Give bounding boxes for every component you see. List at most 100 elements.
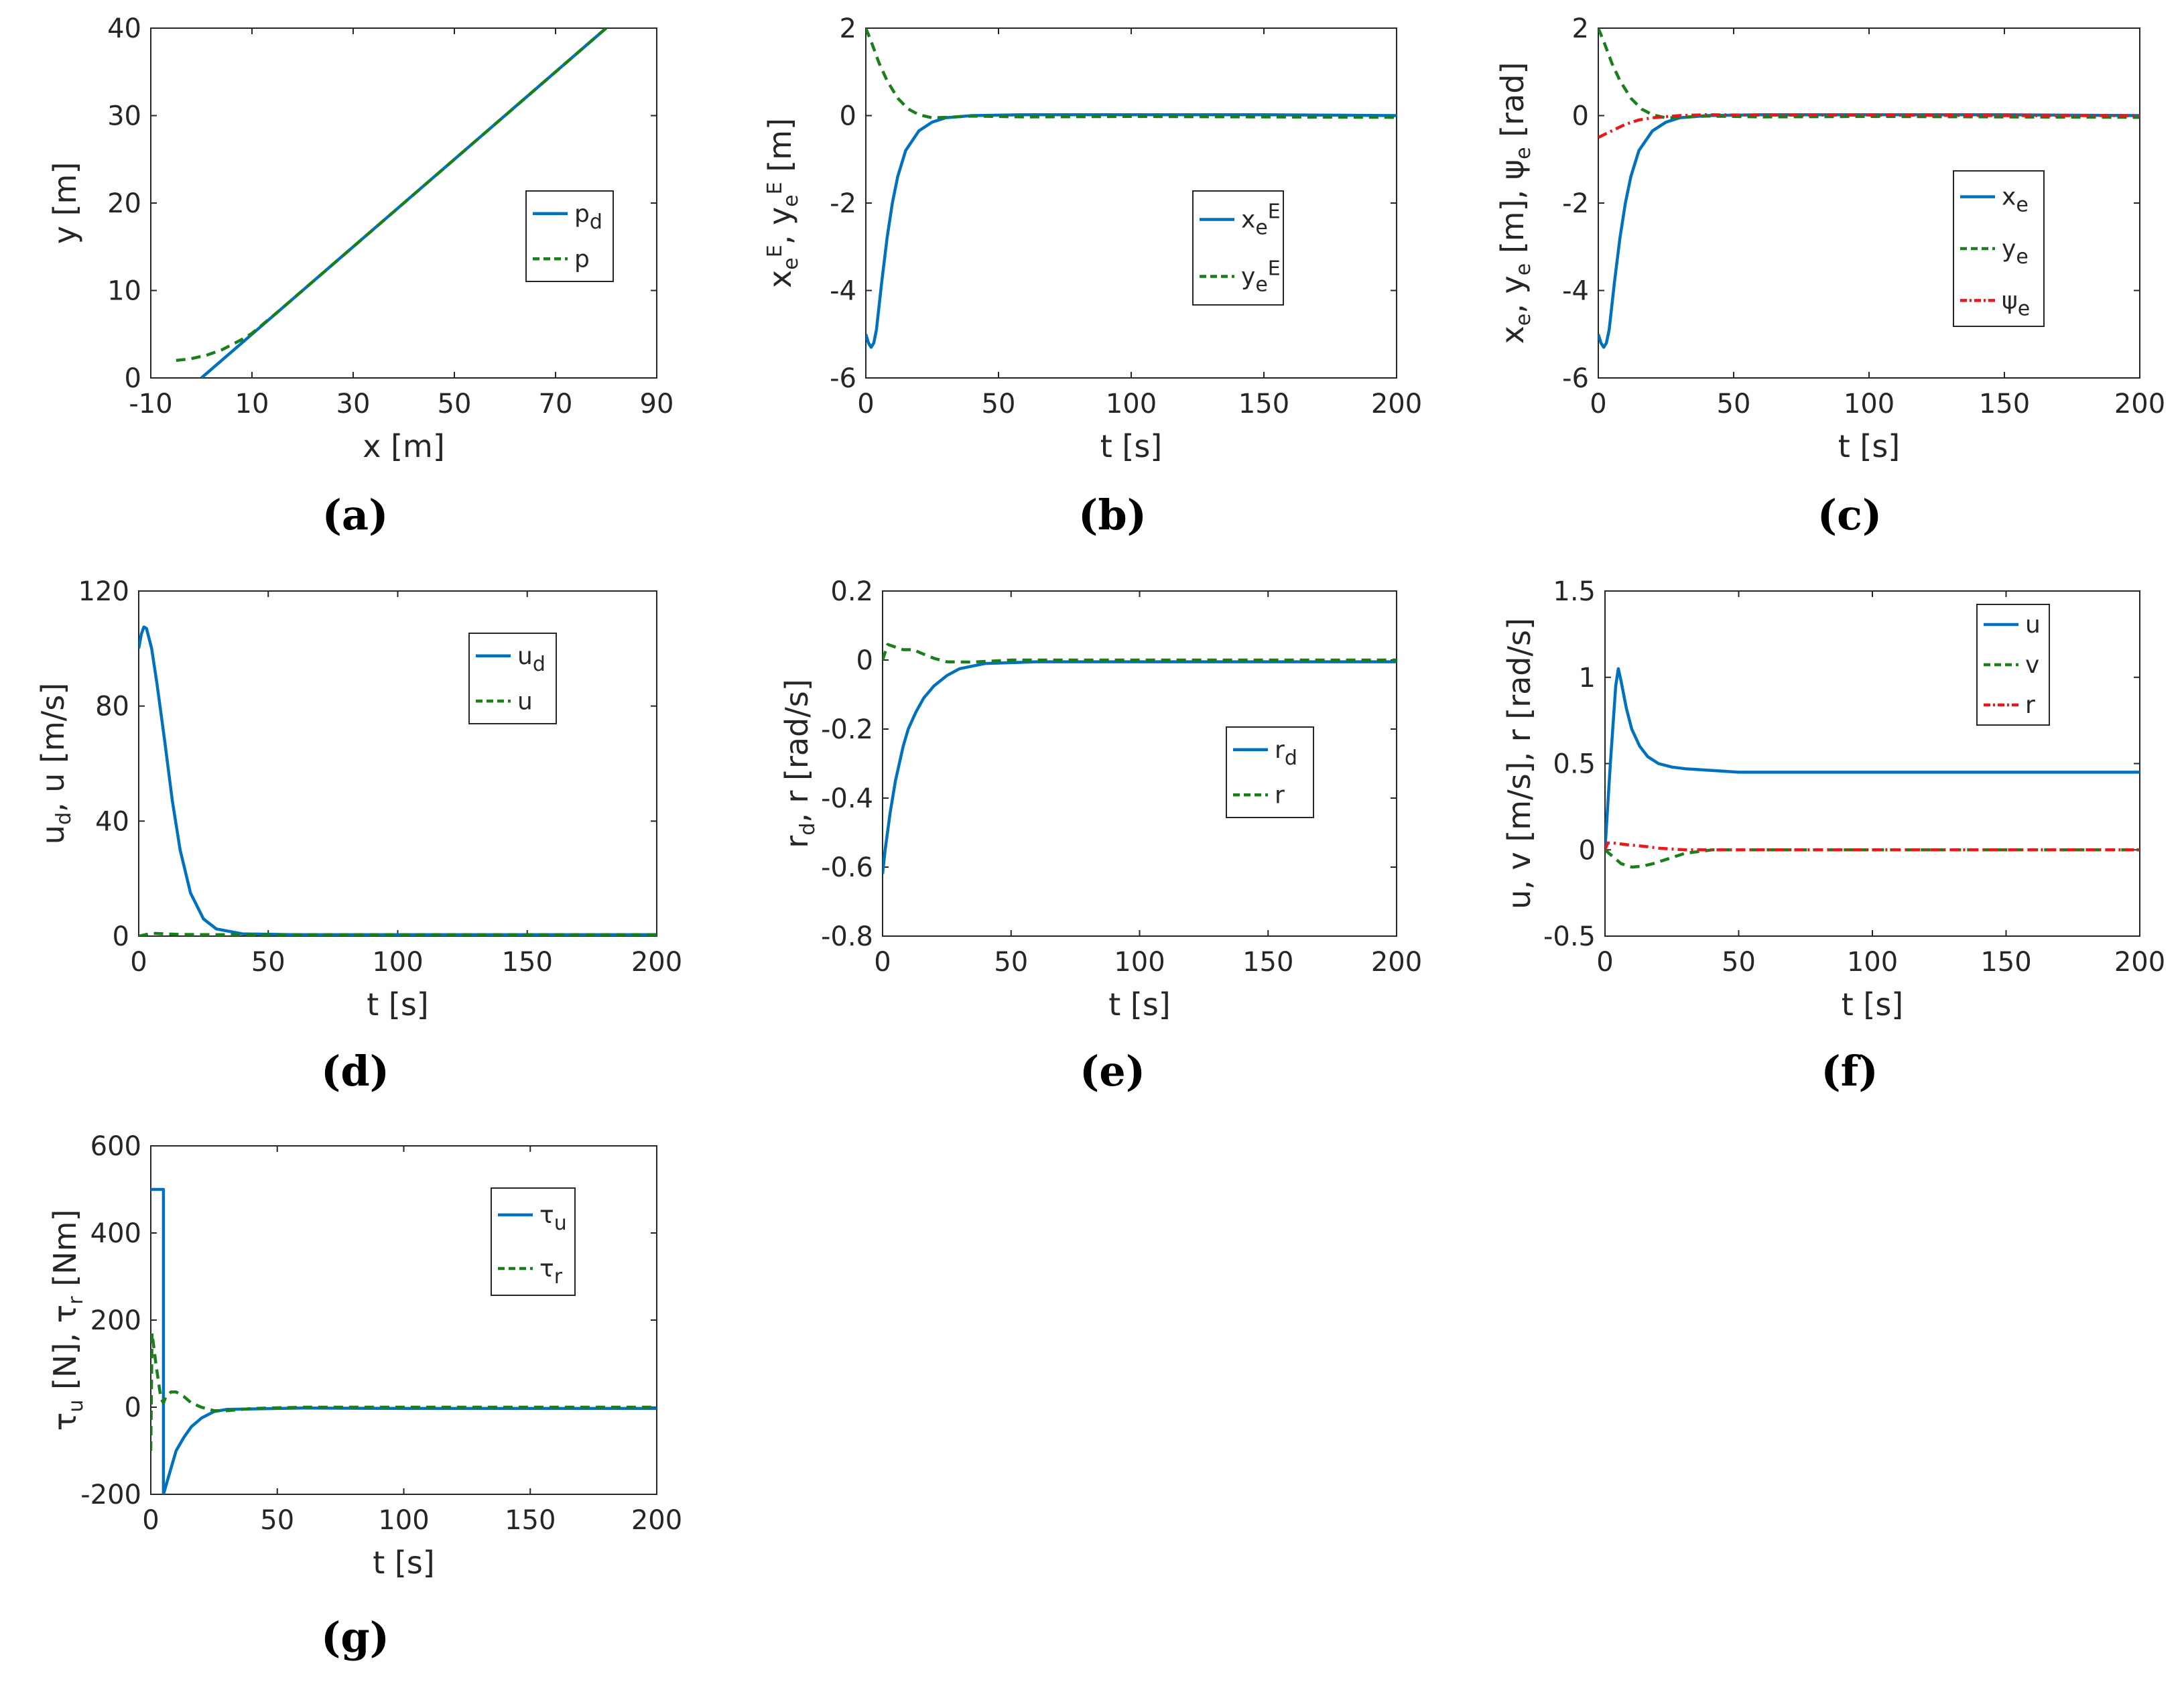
legend-entry-label-part: u [554,1212,567,1235]
legend-entry-label-part: e [2016,193,2028,216]
y-tick-label: 2 [1572,13,1589,44]
y-axis-label-part: [Nm] [47,1210,83,1297]
legend-entry-label-part: E [1268,200,1281,223]
plot-area [882,590,1397,937]
y-axis-label-part: τ [47,1413,83,1431]
y-tick-label: -4 [1562,276,1589,307]
x-tick-label: 200 [2114,947,2165,978]
y-axis-label-part: u [35,825,71,844]
y-axis-label: xeE, yeE [m] [762,118,803,288]
y-tick-label: 20 [107,188,141,219]
x-axis-label: t [s] [373,1545,435,1581]
legend-entry-label: p [574,245,590,273]
x-tick-label: 100 [372,947,423,978]
y-axis-label-part: , r [rad/s] [779,679,815,822]
x-tick-label: -10 [129,389,172,419]
series-group [176,28,607,378]
y-axis-label: u, v [m/s], r [rad/s] [1501,618,1537,909]
legend-entry-label: ud [517,643,545,676]
y-tick-label: 40 [107,13,141,44]
y-tick-label: 0.2 [830,576,873,607]
y-axis-label: rd, r [rad/s] [779,679,820,848]
y-axis-label-part: e [1512,314,1535,326]
legend-entry-label-part: r [1275,736,1285,764]
y-tick-label: 0 [125,1392,141,1423]
x-axis-label: t [s] [1842,986,1904,1023]
y-tick-label: -2 [830,188,856,219]
legend-entry-label-part: r [2025,692,2035,719]
x-tick-label: 150 [1242,947,1293,978]
legend-box [1226,726,1314,818]
y-axis-label-part: u [64,1400,88,1413]
y-tick-label: -200 [80,1480,141,1510]
legend-entry-label-part: d [590,210,602,233]
y-tick-label: -0.8 [821,921,873,952]
x-tick-label: 10 [235,389,269,419]
x-axis-label-part: t [s] [1842,986,1904,1023]
series-group [1598,28,2140,349]
y-axis-label: xe, ye [m], ψe [rad] [1494,62,1535,344]
series-line-f-1 [1605,848,2140,869]
y-tick-label: 10 [107,276,141,307]
x-tick-label: 0 [1590,389,1606,419]
series-line-f-2 [1605,841,2140,852]
x-axis-label-part: t [s] [1100,428,1163,464]
x-tick-label: 50 [438,389,472,419]
legend-entry-label-part: τ [539,1255,554,1283]
legend-box [1953,170,2045,327]
legend-entry-label-part: τ [539,1201,554,1229]
x-tick-label: 0 [1596,947,1613,978]
y-tick-label: -2 [1562,188,1589,219]
y-axis-label-part: [m], ψ [1494,159,1531,263]
x-tick-label: 0 [874,947,891,978]
y-axis-label: ud, u [m/s] [35,683,76,844]
x-tick-label: 150 [1238,389,1289,419]
legend-entry-label-part: e [1255,273,1267,296]
legend-entry-label-part: d [533,652,545,675]
y-axis-label-part: x [762,270,798,288]
y-tick-label: 400 [90,1218,141,1249]
x-tick-label: 150 [1980,947,2031,978]
legend-box [468,633,557,724]
y-tick-label: 80 [95,692,129,722]
y-tick-label: 0 [856,645,873,676]
legend-entry-label-part: ψ [2002,287,2018,314]
y-axis-label-part: e [1512,263,1535,275]
y-axis-label-part: E [763,245,787,257]
legend-entry-label: r [2025,692,2035,719]
legend-entry-label: ye [2002,235,2029,269]
x-tick-label: 100 [1844,389,1894,419]
legend-entry-label-part: d [1285,746,1297,769]
series-line-a-1 [176,28,607,363]
y-axis-label-part: , y [762,207,798,245]
legend-entry-label-part: u [517,643,533,670]
series-group [883,643,1397,874]
legend-entry-label-part: y [2002,235,2016,263]
x-axis-label: t [s] [1108,986,1171,1023]
legend-entry-label-part: p [574,200,590,228]
legend-entry-label-part: u [2025,611,2041,639]
y-axis-label-part: r [779,836,815,848]
y-tick-label: 1.5 [1553,576,1596,607]
y-tick-label: 1 [1579,663,1596,694]
x-tick-label: 0 [130,947,147,978]
legend-entry-label: xeE [1241,200,1281,239]
panel-label: (d) [321,1047,389,1096]
x-tick-label: 50 [1717,389,1751,419]
x-tick-label: 0 [857,389,874,419]
chart-panel-e: 0 50 100 150 200-0.8-0.6-0.4-0.200.2t [s]rd,… [779,576,1422,1096]
legend-entry-label-part: r [1275,781,1285,809]
legend: pdp [525,190,614,282]
legend-entry-label: u [2025,611,2041,639]
x-tick-label: 70 [539,389,573,419]
legend-entry-label-part: r [554,1265,563,1289]
series-line-f-0 [1605,667,2140,850]
series-line-g-1 [151,1331,657,1451]
chart-panel-c: 0 50 100 150 200 -6 -4 -2 0 2 t [s] xe, ye [m], ψe … [1494,13,2165,539]
y-axis-label-part: E [763,182,787,194]
legend-entry-label: τu [539,1201,567,1235]
